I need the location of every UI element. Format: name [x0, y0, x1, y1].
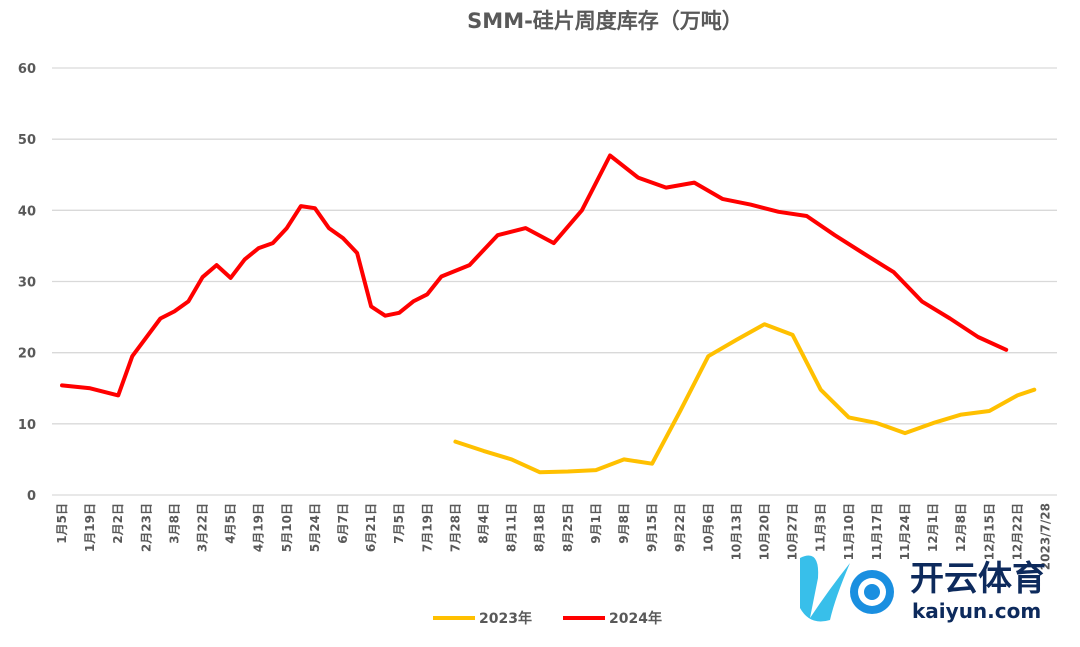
x-tick-label: 4月5日	[224, 503, 238, 544]
y-tick-label: 60	[18, 62, 36, 77]
svg-text:开云体育: 开云体育	[910, 559, 1046, 599]
chart-title: SMM-硅片周度库存（万吨）	[467, 9, 743, 33]
x-tick-label: 6月21日	[364, 503, 378, 552]
legend-label: 2023年	[479, 610, 532, 627]
x-tick-label: 6月7日	[336, 503, 350, 544]
x-tick-label: 5月24日	[308, 503, 322, 552]
x-tick-label: 2月23日	[139, 503, 153, 552]
x-tick-label: 1月5日	[55, 503, 69, 544]
y-tick-label: 10	[18, 418, 36, 433]
x-tick-label: 11月10日	[842, 503, 856, 560]
x-tick-label: 11月24日	[898, 503, 912, 560]
x-tick-label: 12月1日	[926, 503, 940, 552]
x-tick-label: 11月17日	[870, 503, 884, 560]
kaiyun-watermark-logo: 开云体育 kaiyun.com	[800, 555, 1046, 623]
x-tick-label: 10月20日	[758, 503, 772, 560]
x-tick-label: 3月8日	[167, 503, 181, 544]
x-tick-label: 7月28日	[448, 503, 462, 552]
y-tick-label: 30	[18, 276, 36, 291]
x-tick-label: 10月13日	[729, 503, 743, 560]
x-tick-label: 2月2日	[111, 503, 125, 544]
x-tick-label: 8月25日	[561, 503, 575, 552]
y-tick-label: 40	[18, 204, 36, 219]
svg-text:kaiyun.com: kaiyun.com	[912, 599, 1041, 623]
x-tick-label: 9月1日	[589, 503, 603, 544]
x-tick-label: 7月19日	[420, 503, 434, 552]
x-tick-label: 3月22日	[196, 503, 210, 552]
x-tick-label: 8月18日	[533, 503, 547, 552]
y-tick-label: 50	[18, 133, 36, 148]
x-tick-label: 8月11日	[505, 503, 519, 552]
x-tick-label: 9月22日	[673, 503, 687, 552]
series-line-2023年	[453, 322, 1037, 475]
x-tick-label: 7月5日	[392, 503, 406, 544]
series-line-2024年	[60, 153, 1009, 398]
x-tick-label: 10月6日	[701, 503, 715, 552]
x-tick-label: 2023/7/28	[1039, 503, 1053, 570]
x-tick-label: 8月4日	[477, 503, 491, 544]
x-tick-label: 9月15日	[645, 503, 659, 552]
x-tick-label: 12月8日	[954, 503, 968, 552]
x-tick-label: 12月15日	[982, 503, 996, 560]
x-tick-label: 11月3日	[814, 503, 828, 552]
x-tick-label: 9月8日	[617, 503, 631, 544]
x-tick-label: 5月10日	[280, 503, 294, 552]
legend-label: 2024年	[609, 610, 662, 627]
x-tick-label: 4月19日	[252, 503, 266, 552]
x-tick-label: 1月19日	[83, 503, 97, 552]
y-tick-label: 0	[27, 489, 36, 504]
x-tick-label: 10月27日	[786, 503, 800, 560]
y-tick-label: 20	[18, 347, 36, 362]
x-tick-label: 12月22日	[1010, 503, 1024, 560]
